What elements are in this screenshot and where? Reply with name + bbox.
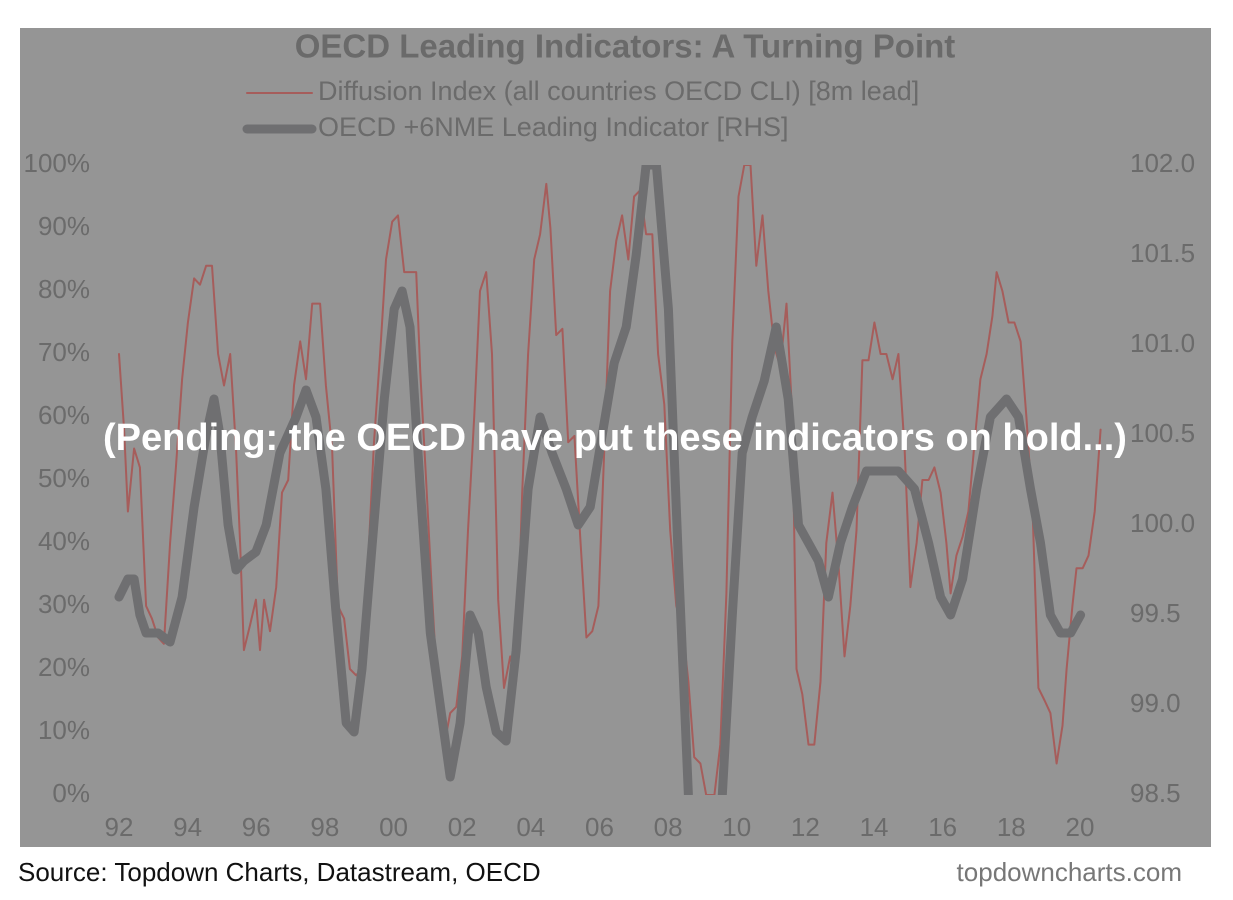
x-tick-label: 16	[928, 812, 957, 842]
x-tick-label: 92	[104, 812, 133, 842]
y-tick-label: 70%	[38, 337, 90, 367]
y-tick-label: 40%	[38, 526, 90, 556]
legend-label: Diffusion Index (all countries OECD CLI)…	[318, 76, 919, 106]
y2-tick-label: 100.5	[1130, 418, 1195, 448]
y2-tick-label: 100.0	[1130, 508, 1195, 538]
y-tick-label: 60%	[38, 400, 90, 430]
x-tick-label: 98	[310, 812, 339, 842]
y-tick-label: 10%	[38, 715, 90, 745]
y-tick-label: 100%	[24, 148, 91, 178]
x-tick-label: 04	[516, 812, 545, 842]
x-tick-label: 12	[791, 812, 820, 842]
plot	[114, 165, 1102, 795]
legend-label: OECD +6NME Leading Indicator [RHS]	[318, 112, 788, 142]
chart-title: OECD Leading Indicators: A Turning Point	[295, 28, 956, 65]
y-tick-label: 90%	[38, 211, 90, 241]
x-tick-label: 10	[722, 812, 751, 842]
x-tick-label: 14	[860, 812, 889, 842]
x-tick-label: 06	[585, 812, 614, 842]
x-tick-label: 00	[379, 812, 408, 842]
x-tick-label: 02	[448, 812, 477, 842]
x-tick-label: 20	[1065, 812, 1094, 842]
y2-tick-label: 101.0	[1130, 328, 1195, 358]
x-tick-label: 18	[997, 812, 1026, 842]
series-line	[118, 165, 1102, 795]
y-tick-label: 80%	[38, 274, 90, 304]
annotation: (Pending: the OECD have put these indica…	[103, 417, 1127, 459]
y2-tick-label: 101.5	[1130, 238, 1195, 268]
y-tick-label: 50%	[38, 463, 90, 493]
y2-tick-label: 102.0	[1130, 148, 1195, 178]
y2-tick-label: 98.5	[1130, 778, 1181, 808]
y-tick-label: 20%	[38, 652, 90, 682]
x-tick-label: 96	[242, 812, 271, 842]
y-tick-label: 0%	[52, 778, 90, 808]
y2-tick-label: 99.5	[1130, 598, 1181, 628]
series-line	[114, 165, 1086, 795]
y2-tick-label: 99.0	[1130, 688, 1181, 718]
source: Source: Topdown Charts, Datastream, OECD	[18, 857, 541, 887]
y-tick-label: 30%	[38, 589, 90, 619]
x-tick-label: 08	[654, 812, 683, 842]
watermark: topdowncharts.com	[957, 857, 1182, 887]
x-tick-label: 94	[173, 812, 202, 842]
